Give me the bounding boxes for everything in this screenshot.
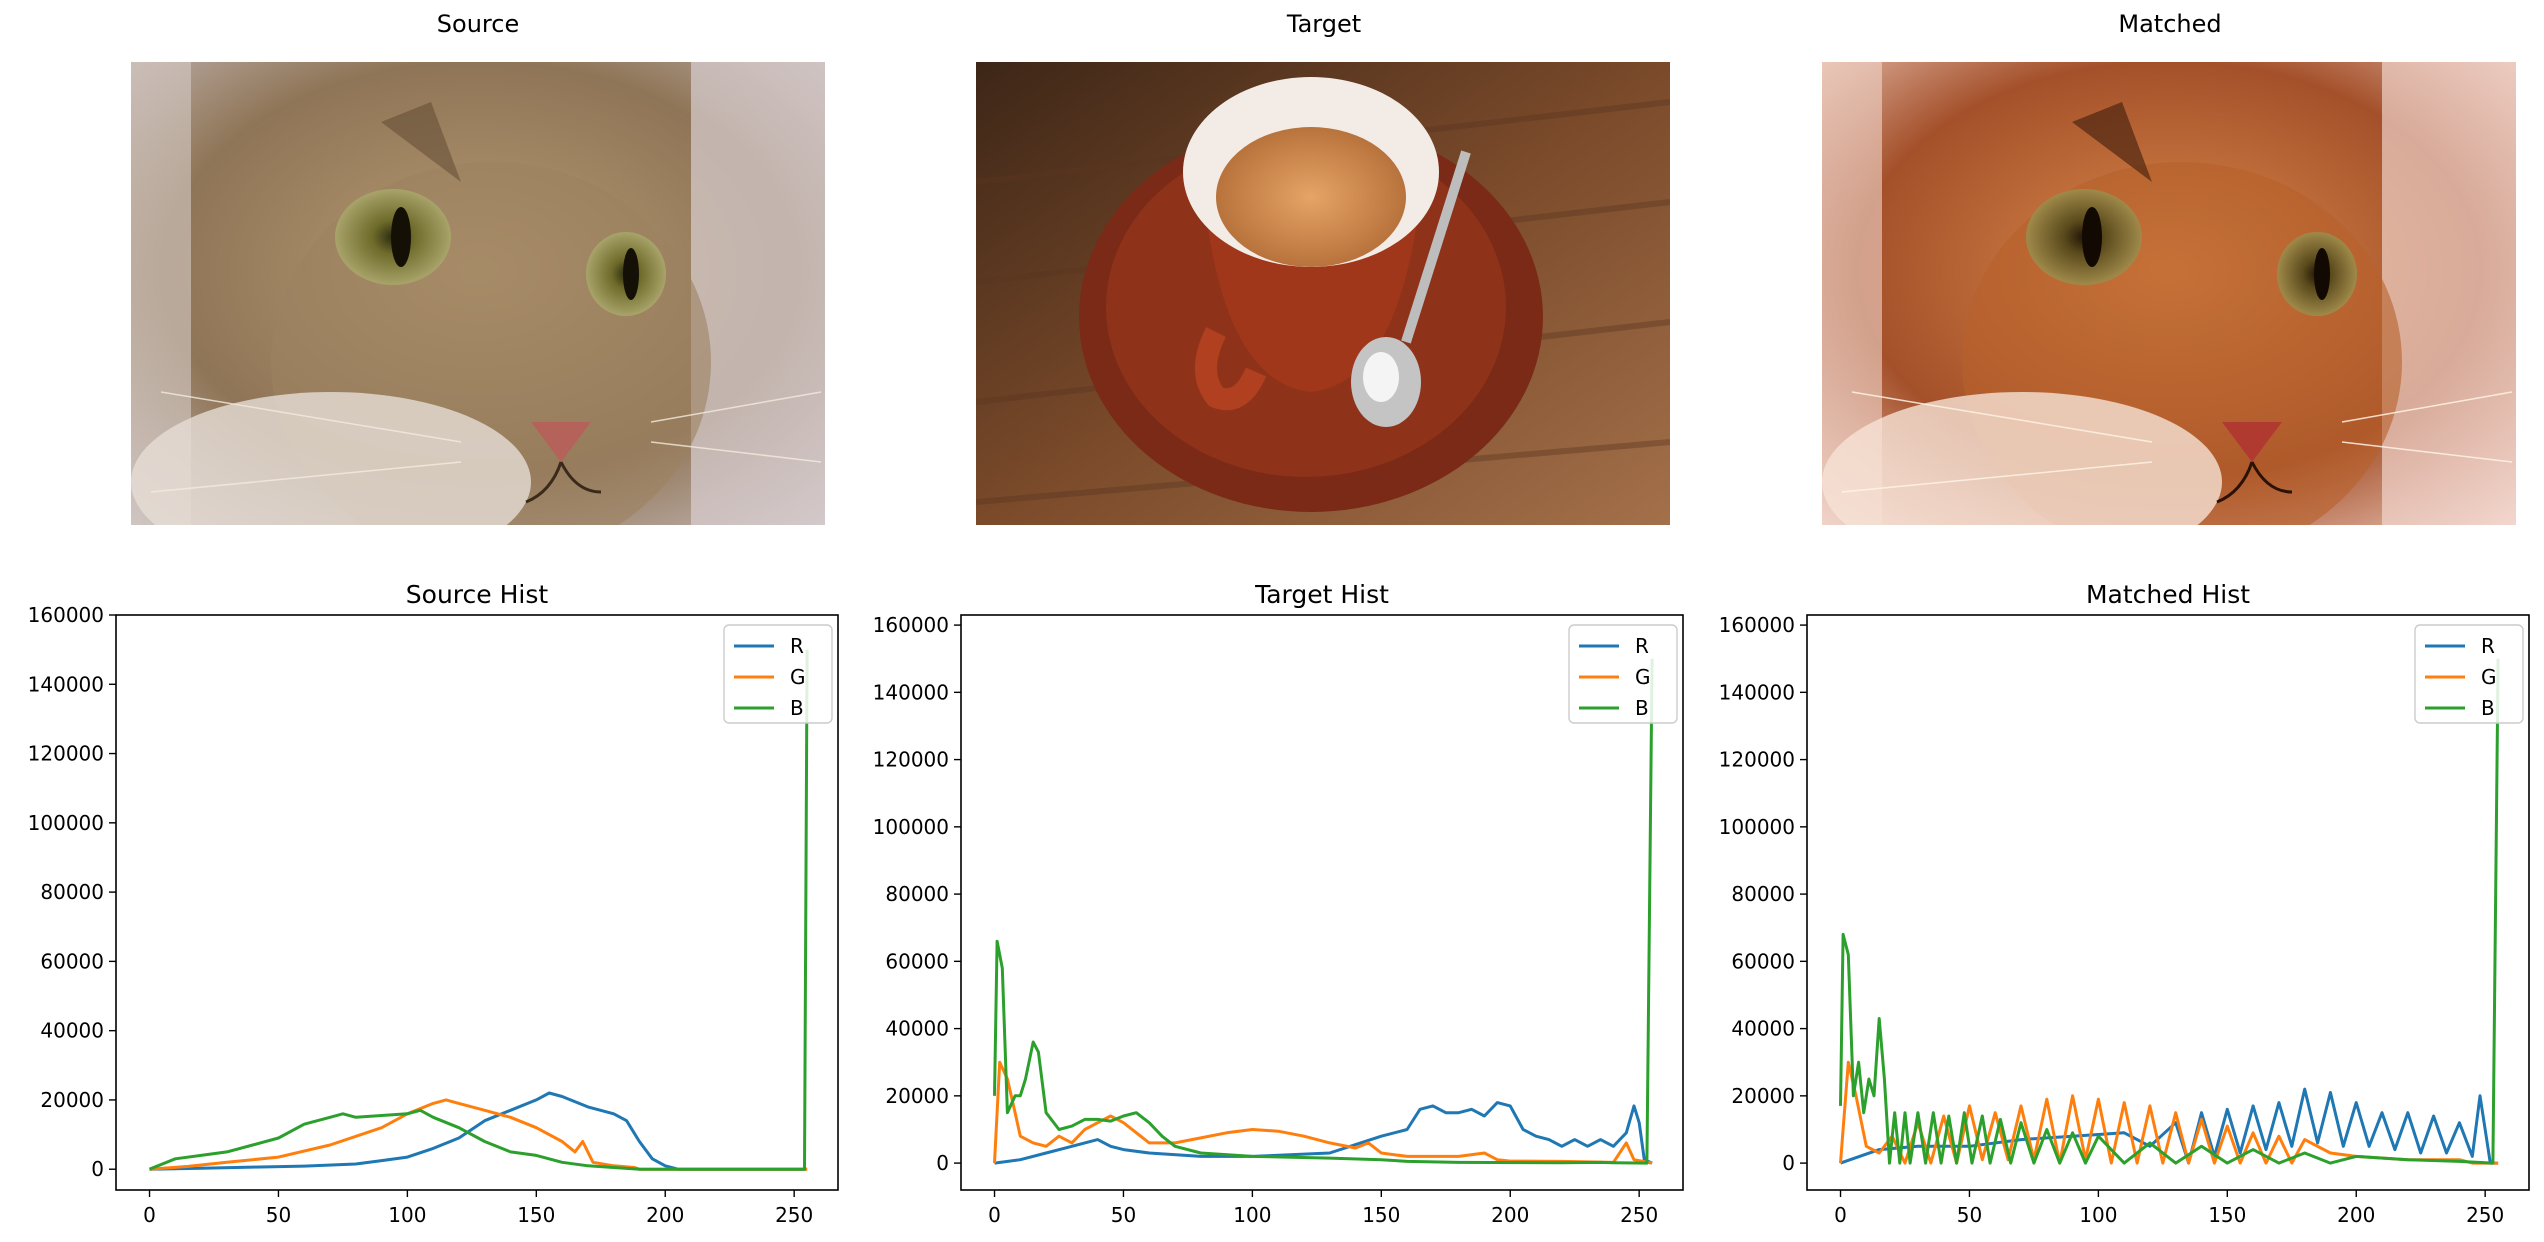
y-tick-label: 140000: [28, 672, 104, 696]
legend-box-2: [2414, 624, 2524, 724]
legend-label-g: G: [1635, 665, 1651, 689]
y-tick-label: 0: [936, 1151, 949, 1175]
chart-title-0: Source Hist: [406, 580, 549, 609]
x-tick-label: 150: [2208, 1203, 2246, 1227]
axes-frame-0: [115, 614, 839, 1191]
y-tick-label: 140000: [873, 680, 949, 704]
x-tick-label: 250: [1620, 1203, 1658, 1227]
legend-label-g: G: [790, 665, 806, 689]
y-tick-label: 20000: [40, 1088, 104, 1112]
x-tick-label: 0: [988, 1203, 1001, 1227]
x-tick-label: 50: [1957, 1203, 1982, 1227]
x-tick-label: 200: [2337, 1203, 2375, 1227]
y-tick-label: 20000: [1731, 1084, 1795, 1108]
matched-image: [1822, 62, 2516, 525]
series-line-r-2: [1840, 1087, 2499, 1165]
y-tick-label: 60000: [1731, 949, 1795, 973]
chart-title-1: Target Hist: [1254, 580, 1389, 609]
axes-frame-1: [960, 614, 1684, 1191]
y-tick-label: 100000: [873, 815, 949, 839]
x-tick-label: 0: [1834, 1203, 1847, 1227]
x-tick-label: 100: [388, 1203, 426, 1227]
y-tick-label: 160000: [1719, 613, 1795, 637]
series-line-g-0: [149, 1098, 808, 1171]
y-tick-label: 20000: [885, 1084, 949, 1108]
x-tick-label: 100: [1233, 1203, 1271, 1227]
y-tick-label: 80000: [1731, 882, 1795, 906]
x-tick-label: 250: [775, 1203, 813, 1227]
y-tick-label: 100000: [1719, 815, 1795, 839]
legend-label-r: R: [1635, 634, 1649, 658]
series-line-b-1: [993, 658, 1654, 1165]
matched-image-title: Matched: [2118, 10, 2222, 38]
legend-label-b: B: [2481, 696, 2495, 720]
axes-frame-2: [1806, 614, 2530, 1191]
y-tick-label: 140000: [1719, 680, 1795, 704]
x-tick-label: 150: [517, 1203, 555, 1227]
legend-label-g: G: [2481, 665, 2497, 689]
y-tick-label: 120000: [873, 748, 949, 772]
x-tick-label: 200: [1491, 1203, 1529, 1227]
x-tick-label: 150: [1362, 1203, 1400, 1227]
y-tick-label: 120000: [1719, 748, 1795, 772]
series-line-r-1: [994, 1101, 1653, 1165]
source-image-title: Source: [436, 10, 520, 38]
y-tick-label: 60000: [40, 949, 104, 973]
source-image: [131, 62, 825, 525]
legend-label-b: B: [1635, 696, 1649, 720]
legend-label-r: R: [790, 634, 804, 658]
y-tick-label: 60000: [885, 949, 949, 973]
series-line-g-1: [993, 1060, 1653, 1165]
target-image-title: Target: [1286, 10, 1362, 38]
x-tick-label: 50: [266, 1203, 291, 1227]
y-tick-label: 100000: [28, 811, 104, 835]
y-tick-label: 0: [1782, 1151, 1795, 1175]
y-tick-label: 0: [91, 1157, 104, 1181]
x-tick-label: 200: [646, 1203, 684, 1227]
legend-box-1: [1568, 624, 1678, 724]
x-tick-label: 100: [2079, 1203, 2117, 1227]
y-tick-label: 80000: [40, 880, 104, 904]
y-tick-label: 120000: [28, 742, 104, 766]
legend-label-r: R: [2481, 634, 2495, 658]
series-line-b-0: [148, 649, 809, 1171]
y-tick-label: 40000: [885, 1017, 949, 1041]
y-tick-label: 40000: [40, 1019, 104, 1043]
y-tick-label: 80000: [885, 882, 949, 906]
x-tick-label: 50: [1111, 1203, 1136, 1227]
x-tick-label: 250: [2466, 1203, 2504, 1227]
legend-label-b: B: [790, 696, 804, 720]
series-line-r-0: [149, 1091, 808, 1171]
target-image: [976, 62, 1670, 525]
y-tick-label: 160000: [873, 613, 949, 637]
y-tick-label: 40000: [1731, 1017, 1795, 1041]
series-line-b-2: [1839, 658, 2500, 1165]
x-tick-label: 0: [143, 1203, 156, 1227]
chart-title-2: Matched Hist: [2086, 580, 2250, 609]
y-tick-label: 160000: [28, 603, 104, 627]
legend-box-0: [723, 624, 833, 724]
